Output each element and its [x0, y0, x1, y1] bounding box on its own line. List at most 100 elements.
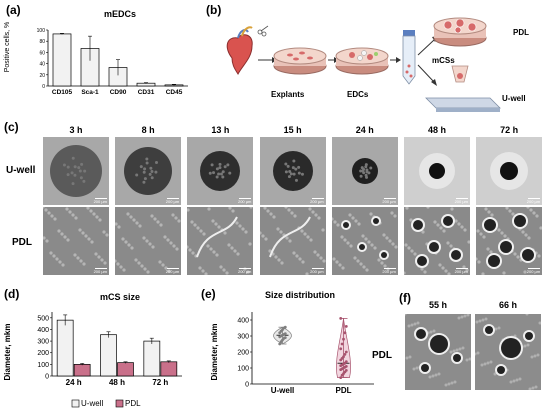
cell-texture	[447, 382, 451, 386]
cell-texture	[476, 351, 480, 355]
cell-texture	[388, 239, 392, 243]
spheroid	[342, 222, 349, 228]
cell-texture	[199, 229, 203, 233]
cell-texture	[278, 230, 283, 234]
cell-texture	[73, 173, 77, 177]
a-category-label: CD105	[52, 89, 73, 96]
cell-texture	[45, 239, 49, 243]
cell-texture	[316, 216, 321, 220]
cell-texture	[127, 243, 131, 247]
cell-texture	[393, 214, 397, 218]
cell-texture	[483, 362, 487, 366]
cell-texture	[358, 169, 362, 173]
a-category-label: Sca-1	[81, 89, 99, 96]
cell-texture	[361, 234, 365, 238]
uwell-micrograph: 200 µm	[331, 137, 398, 205]
cell-texture	[476, 257, 478, 261]
cell-texture	[135, 173, 139, 177]
chart-a-title: mEDCs	[103, 9, 136, 19]
cell-texture	[117, 225, 121, 229]
cell-texture	[449, 350, 453, 354]
spheroid	[497, 366, 505, 374]
cell-texture	[308, 238, 313, 242]
e-point	[283, 332, 287, 335]
cell-texture	[463, 228, 467, 232]
cell-texture	[437, 372, 441, 376]
cell-texture	[296, 165, 300, 169]
cell-texture	[148, 172, 152, 176]
e-point	[339, 376, 343, 379]
cell-texture	[487, 210, 491, 214]
cell-texture	[484, 317, 488, 321]
d-category-label: 48 h	[109, 378, 125, 387]
cell-texture	[287, 239, 292, 243]
cell-texture	[175, 247, 179, 251]
cell-texture	[502, 271, 506, 275]
cell-texture	[349, 244, 353, 248]
cell-texture	[268, 212, 273, 216]
e-ytick-label: 400	[237, 318, 249, 325]
chart-d-title: mCS size	[99, 292, 141, 302]
cell-texture	[407, 246, 411, 250]
cell-texture	[426, 207, 430, 209]
cell-texture	[335, 260, 339, 264]
cell-texture	[49, 251, 53, 255]
cell-texture	[434, 373, 438, 377]
cell-texture	[218, 162, 222, 166]
uwell-plate	[425, 65, 501, 112]
d-bar	[100, 334, 117, 377]
cell-texture	[447, 272, 451, 275]
cell-texture	[380, 261, 384, 265]
cell-texture	[444, 383, 448, 387]
cell-texture	[476, 229, 480, 233]
cell-texture	[98, 218, 102, 222]
pdl-label: PDL	[513, 28, 529, 37]
cell-texture	[100, 258, 104, 262]
explants-label: Explants	[271, 90, 305, 99]
pdl-micrograph: 200 µm	[115, 207, 182, 275]
cell-texture	[228, 207, 232, 210]
cell-texture	[297, 257, 302, 261]
spheroid	[380, 252, 387, 258]
cell-texture	[442, 229, 446, 233]
d-bar	[117, 362, 134, 377]
cell-texture	[410, 323, 414, 327]
cell-texture	[196, 226, 200, 230]
e-point	[343, 353, 347, 356]
cell-texture	[486, 361, 490, 365]
cell-texture	[287, 169, 291, 173]
pdl-micrograph: 200 µm	[187, 207, 254, 275]
cell-texture	[66, 238, 70, 242]
cell-texture	[115, 222, 118, 226]
cell-texture	[212, 171, 216, 175]
cell-texture	[407, 324, 411, 328]
cell-texture	[365, 168, 369, 172]
d-category-label: 24 h	[66, 378, 82, 387]
cell-texture	[73, 165, 77, 169]
spheroid	[484, 219, 497, 231]
cell-texture	[408, 355, 412, 359]
cell-texture	[265, 209, 270, 213]
cell-texture	[468, 357, 471, 361]
cell-texture	[291, 166, 295, 170]
cell-texture	[43, 207, 45, 209]
cell-texture	[115, 259, 117, 263]
cell-texture	[391, 242, 395, 246]
e-point	[342, 355, 345, 359]
panel-a-label: (a)	[6, 3, 21, 17]
cell-texture	[259, 231, 262, 235]
cell-texture	[420, 267, 424, 271]
cell-texture	[292, 172, 296, 176]
cell-texture	[77, 166, 81, 170]
cell-texture	[210, 163, 214, 167]
cell-texture	[87, 237, 91, 241]
workflow-diagram	[226, 17, 501, 112]
cell-texture	[191, 251, 195, 255]
cell-texture	[312, 250, 317, 254]
row-pdl-label: PDL	[12, 237, 32, 248]
cell-texture	[432, 329, 436, 333]
cell-texture	[212, 250, 216, 254]
a-ytick-label: 0	[42, 84, 45, 90]
pdl-micrograph-f	[405, 314, 471, 390]
spheroid	[200, 151, 241, 191]
